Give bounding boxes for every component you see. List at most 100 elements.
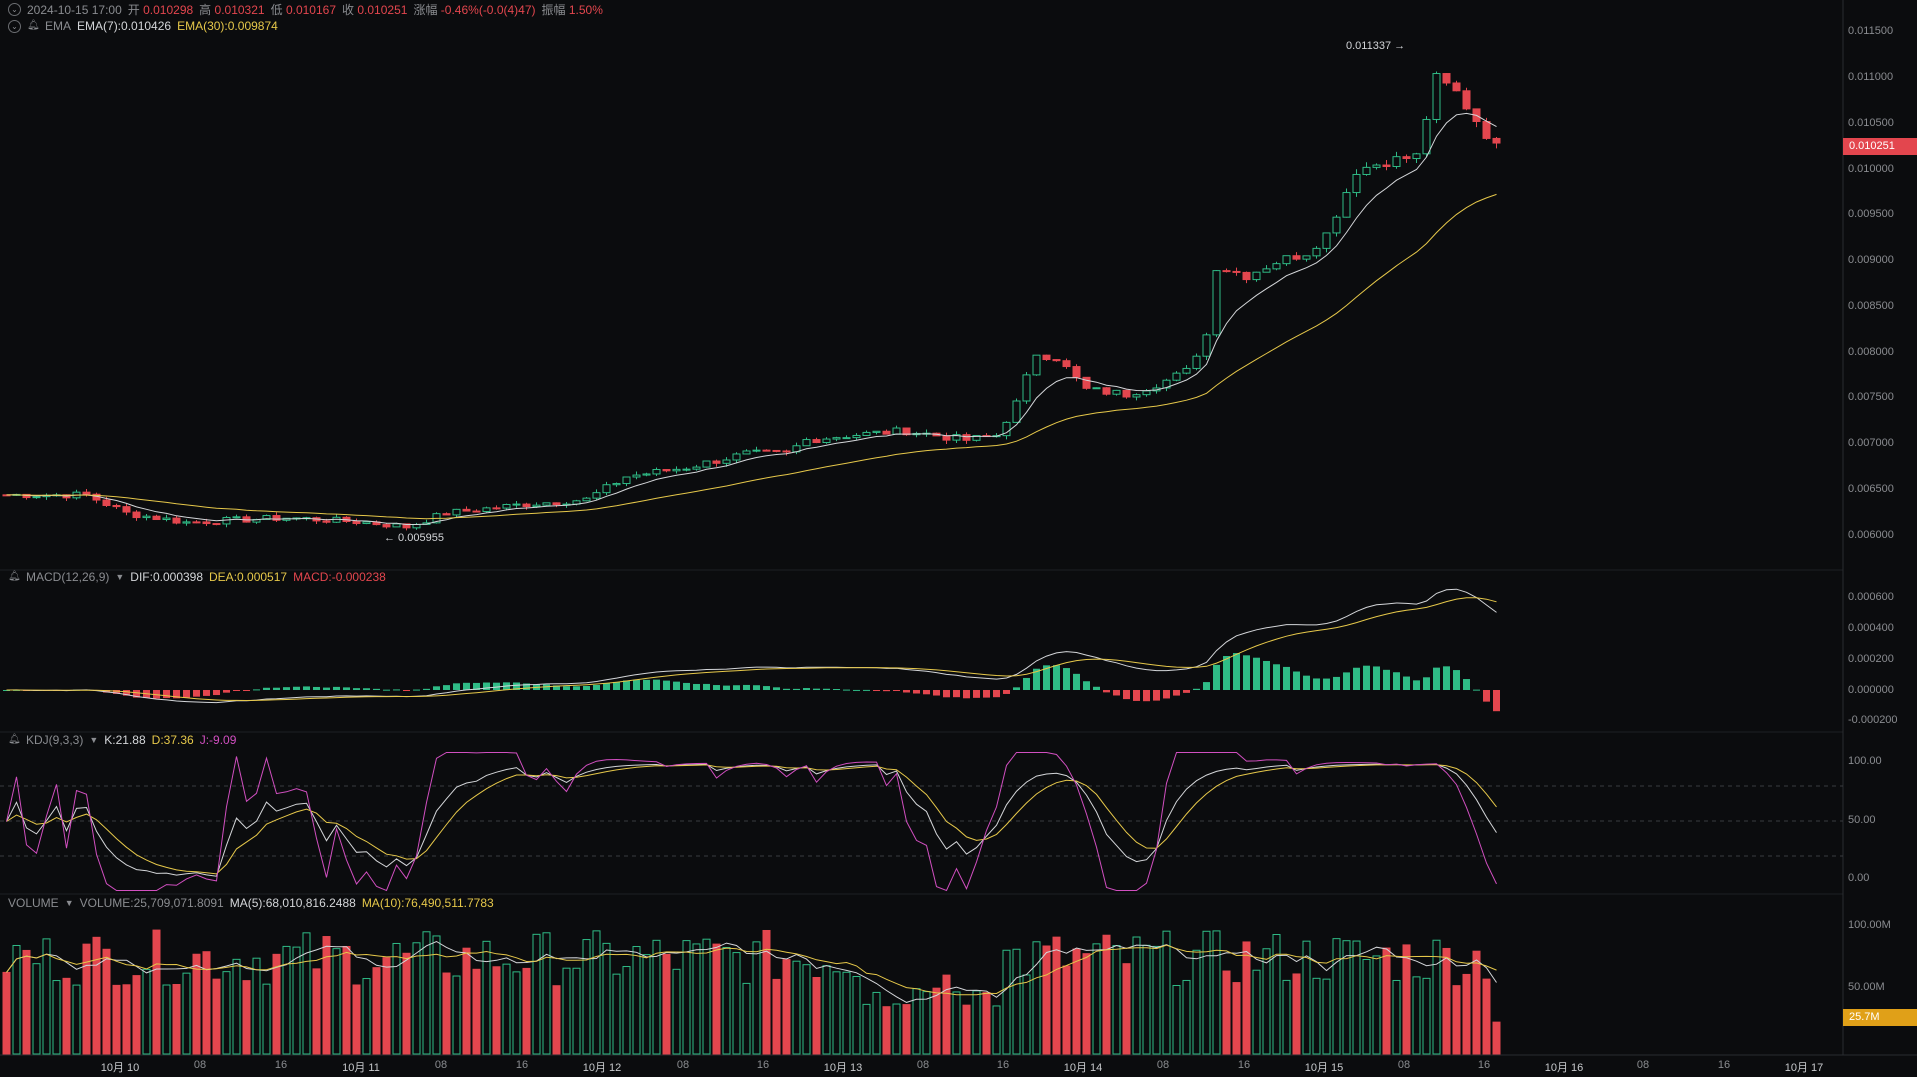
macd-histogram-bar	[283, 687, 290, 690]
low-value: 0.010167	[285, 3, 337, 17]
volume-bar	[1192, 949, 1201, 1055]
macd-histogram-bar	[963, 690, 970, 699]
volume-bar	[822, 965, 831, 1055]
volume-indicator-name[interactable]: VOLUME	[8, 896, 59, 910]
volume-bar	[1162, 930, 1171, 1055]
candle-body	[1492, 137, 1501, 144]
candle-body	[1012, 400, 1021, 423]
macd-histogram-bar	[1133, 690, 1140, 701]
macd-histogram-bar	[183, 690, 190, 698]
macd-histogram-bar	[713, 685, 720, 690]
candle-body	[232, 516, 241, 519]
macd-axis-tick: 0.000000	[1848, 684, 1894, 696]
candle-body	[1252, 271, 1261, 281]
candle-body	[1172, 372, 1181, 381]
volume-bar	[1082, 953, 1091, 1055]
volume-bar	[1402, 944, 1411, 1055]
volume-bar	[402, 952, 411, 1055]
collapse-chevron-icon[interactable]: ⌄	[8, 19, 21, 33]
volume-bar	[172, 983, 181, 1055]
volume-bar	[512, 971, 521, 1055]
macd-histogram-bar	[423, 688, 430, 690]
candle-body	[812, 439, 821, 444]
caret-down-icon[interactable]: ▼	[64, 898, 74, 908]
caret-down-icon[interactable]: ▼	[89, 735, 99, 745]
candle-body	[722, 459, 731, 464]
candle-body	[82, 491, 91, 495]
candle-body	[102, 499, 111, 506]
price-axis-tick: 0.007000	[1848, 437, 1894, 449]
collapse-chevron-icon[interactable]: ⌄	[8, 3, 21, 16]
macd-axis-tick: -0.000200	[1848, 714, 1898, 726]
volume-bar	[962, 1004, 971, 1055]
candle-body	[692, 466, 701, 470]
macd-histogram-bar	[1173, 690, 1180, 696]
volume-bar	[432, 935, 441, 1055]
bell-icon[interactable]: 🔔︎	[27, 20, 40, 31]
volume-bar	[652, 939, 661, 1055]
ema-indicator-name[interactable]: EMA	[45, 19, 72, 33]
kdj-indicator-name[interactable]: KDJ(9,3,3)	[26, 733, 84, 747]
macd-histogram-bar	[1303, 675, 1310, 690]
volume-ma5-value: MA(5):68,010,816.2488	[229, 896, 356, 910]
volume-bar	[1122, 963, 1131, 1055]
candle-body	[592, 492, 601, 499]
volume-bar	[902, 1004, 911, 1055]
candle-body	[142, 515, 151, 519]
macd-histogram-bar	[843, 689, 850, 691]
macd-indicator-name[interactable]: MACD(12,26,9)	[26, 570, 110, 584]
candle-body	[1022, 374, 1031, 402]
macd-histogram-bar	[1343, 672, 1350, 690]
macd-histogram-bar	[113, 690, 120, 694]
caret-down-icon[interactable]: ▼	[115, 572, 125, 582]
bell-icon[interactable]: 🔔︎	[8, 734, 21, 745]
volume-bar	[1072, 948, 1081, 1055]
bell-icon[interactable]: 🔔︎	[8, 571, 21, 582]
candle-body	[1042, 354, 1051, 361]
volume-bar	[852, 976, 861, 1055]
ema30-value: EMA(30):0.009874	[177, 19, 278, 33]
volume-bar	[1052, 936, 1061, 1055]
macd-histogram-bar	[1063, 668, 1070, 690]
volume-bar	[452, 975, 461, 1055]
volume-bar	[1102, 934, 1111, 1055]
time-axis-tick: 10月 12	[582, 1062, 622, 1074]
candle-body	[732, 453, 741, 461]
volume-bar	[552, 985, 561, 1055]
volume-bar	[922, 991, 931, 1055]
ema7-value: EMA(7):0.010426	[77, 19, 172, 33]
macd-histogram-bar	[433, 686, 440, 690]
price-axis-tick: 0.006000	[1848, 529, 1894, 541]
candle-body	[632, 474, 641, 478]
volume-bar	[142, 968, 151, 1055]
macd-histogram-bar	[1323, 678, 1330, 690]
volume-bar	[812, 977, 821, 1055]
macd-histogram-bar	[613, 681, 620, 690]
candle-body	[1442, 73, 1451, 84]
candle-body	[542, 502, 551, 506]
time-axis-tick: 10月 17	[1784, 1062, 1824, 1074]
macd-histogram-bar	[593, 684, 600, 690]
volume-bar	[312, 968, 321, 1055]
ema-legend[interactable]: ⌄ 🔔︎ EMA EMA(7):0.010426 EMA(30):0.00987…	[8, 19, 278, 33]
volume-bar	[712, 943, 721, 1055]
candle-body	[1222, 270, 1231, 273]
macd-legend[interactable]: 🔔︎ MACD(12,26,9) ▼ DIF:0.000398 DEA:0.00…	[8, 570, 386, 584]
volume-bar	[332, 948, 341, 1055]
volume-bar	[842, 971, 851, 1055]
volume-bar	[1452, 985, 1461, 1055]
last-volume-tag: 25.7M	[1843, 1009, 1917, 1026]
candle-body	[1432, 73, 1441, 120]
kdj-legend[interactable]: 🔔︎ KDJ(9,3,3) ▼ K:21.88 D:37.36 J:-9.09	[8, 733, 236, 747]
macd-histogram-bar	[673, 681, 680, 690]
high-value: 0.010321	[214, 3, 265, 17]
volume-bar	[582, 939, 591, 1055]
volume-legend[interactable]: VOLUME ▼ VOLUME:25,709,071.8091 MA(5):68…	[8, 896, 494, 910]
volume-bar	[692, 943, 701, 1055]
candle-body	[772, 449, 781, 452]
candle-body	[462, 508, 471, 512]
volume-bar	[862, 1003, 871, 1055]
candle-body	[1132, 394, 1141, 398]
